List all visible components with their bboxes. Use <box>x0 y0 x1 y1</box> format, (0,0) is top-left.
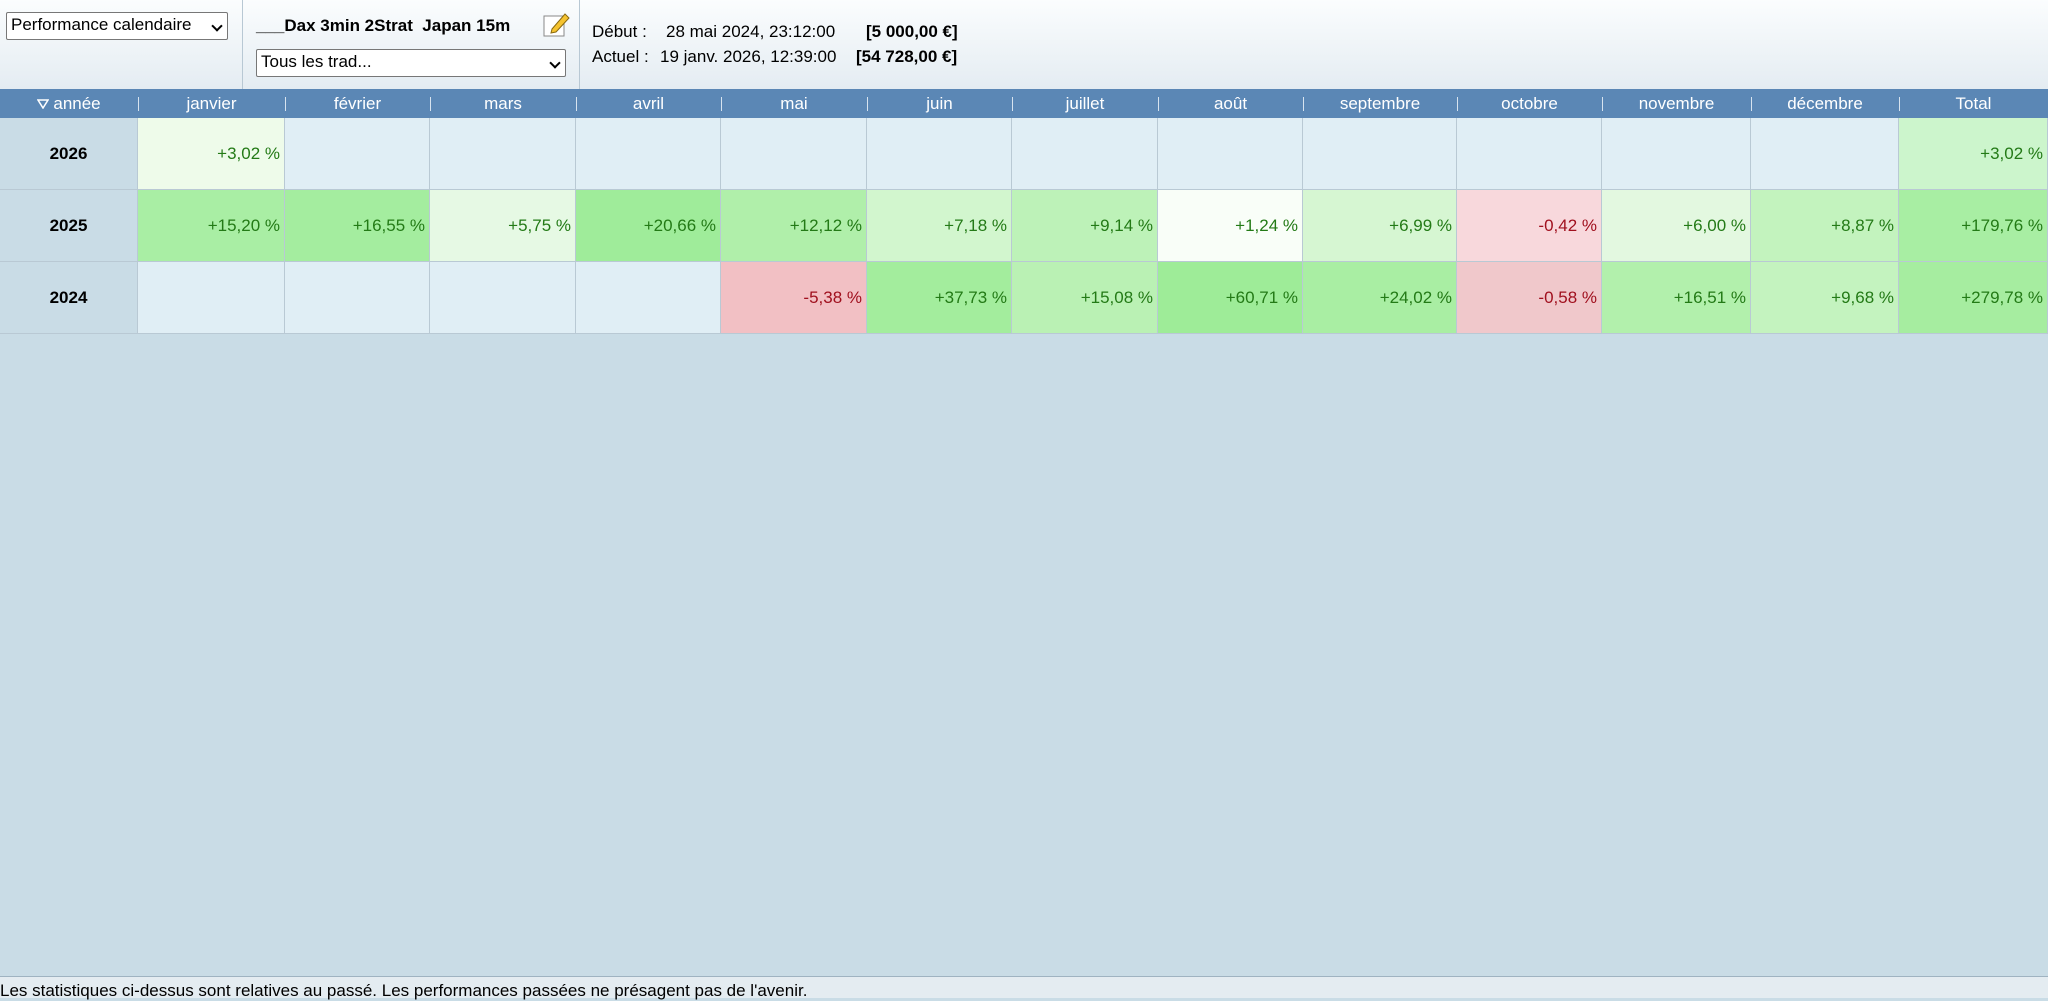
performance-cell <box>1457 118 1602 190</box>
performance-cell: +7,18 % <box>867 190 1012 262</box>
column-separator <box>576 97 577 111</box>
trade-filter[interactable]: Tous les trad... <box>256 49 566 77</box>
performance-cell: +15,08 % <box>1012 262 1158 334</box>
performance-cell: -0,42 % <box>1457 190 1602 262</box>
footer: Les statistiques ci-dessus sont relative… <box>0 976 2048 1000</box>
performance-cell <box>1303 118 1457 190</box>
column-separator <box>867 97 868 111</box>
performance-cell <box>576 118 721 190</box>
view-select[interactable]: Performance calendaire <box>6 12 228 40</box>
column-header[interactable]: avril <box>632 94 665 113</box>
performance-cell <box>1158 118 1303 190</box>
disclaimer: Les statistiques ci-dessus sont relative… <box>0 981 808 1000</box>
performance-cell: +6,00 % <box>1602 190 1751 262</box>
performance-cell: +16,55 % <box>285 190 430 262</box>
performance-cell <box>285 262 430 334</box>
performance-cell <box>138 262 285 334</box>
performance-cell: +9,68 % <box>1751 262 1899 334</box>
current-value: [54 728,00 €] <box>856 47 958 66</box>
toolbar: Performance calendaire ___Dax 3min 2Stra… <box>0 0 2048 90</box>
performance-cell <box>1602 118 1751 190</box>
column-header[interactable]: août <box>1213 94 1248 113</box>
performance-cell <box>576 262 721 334</box>
start-value: [5 000,00 €] <box>866 22 958 41</box>
column-separator <box>285 97 286 111</box>
column-header[interactable]: juillet <box>1065 94 1105 113</box>
column-separator <box>1751 97 1752 111</box>
sort-icon <box>37 99 50 110</box>
performance-cell: +24,02 % <box>1303 262 1457 334</box>
column-header[interactable]: décembre <box>1787 94 1863 113</box>
column-header[interactable]: février <box>333 94 382 113</box>
performance-cell <box>285 118 430 190</box>
start-date: 28 mai 2024, 23:12:00 <box>666 22 836 41</box>
column-header[interactable]: mai <box>780 94 808 113</box>
column-header[interactable]: juin <box>926 94 953 113</box>
column-separator <box>430 97 431 111</box>
year-cell: 2026 <box>0 118 138 190</box>
column-separator <box>1457 97 1458 111</box>
column-header[interactable]: mars <box>484 94 522 113</box>
column-header[interactable]: octobre <box>1501 94 1558 113</box>
performance-cell: +3,02 % <box>138 118 285 190</box>
performance-cell: +3,02 % <box>1899 118 2048 190</box>
performance-cell: +60,71 % <box>1158 262 1303 334</box>
performance-cell <box>1012 118 1158 190</box>
performance-cell: +1,24 % <box>1158 190 1303 262</box>
performance-cell <box>430 262 576 334</box>
performance-cell: +279,78 % <box>1899 262 2048 334</box>
year-cell: 2024 <box>0 262 138 334</box>
performance-cell <box>721 118 867 190</box>
performance-cell: +20,66 % <box>576 190 721 262</box>
performance-cell <box>430 118 576 190</box>
column-separator <box>1158 97 1159 111</box>
separator <box>579 0 580 89</box>
performance-cell: +15,20 % <box>138 190 285 262</box>
column-separator <box>721 97 722 111</box>
column-separator <box>1012 97 1013 111</box>
performance-cell <box>1751 118 1899 190</box>
column-header[interactable]: année <box>0 89 138 118</box>
performance-cell: +8,87 % <box>1751 190 1899 262</box>
column-header[interactable]: janvier <box>186 94 237 113</box>
column-separator <box>1303 97 1304 111</box>
performance-cell: +5,75 % <box>430 190 576 262</box>
table-body: 2026 +3,02 % +3,02 % 2025 +15,20 % +16,55 % +5… <box>0 118 2048 334</box>
current-label: Actuel : <box>592 47 649 66</box>
performance-cell: +179,76 % <box>1899 190 2048 262</box>
performance-cell: +16,51 % <box>1602 262 1751 334</box>
column-separator <box>1899 97 1900 111</box>
column-header[interactable]: septembre <box>1339 94 1421 113</box>
column-separator <box>138 97 139 111</box>
performance-cell <box>867 118 1012 190</box>
edit-icon[interactable] <box>543 10 571 38</box>
column-header[interactable]: Total <box>1955 94 1992 113</box>
performance-cell: +12,12 % <box>721 190 867 262</box>
performance-cell: +9,14 % <box>1012 190 1158 262</box>
performance-cell: +6,99 % <box>1303 190 1457 262</box>
performance-cell: -5,38 % <box>721 262 867 334</box>
performance-cell: -0,58 % <box>1457 262 1602 334</box>
performance-cell: +37,73 % <box>867 262 1012 334</box>
column-header[interactable]: novembre <box>1638 94 1715 113</box>
table-header: année janvier février mars avril mai juin juill… <box>0 89 2048 118</box>
start-label: Début : <box>592 22 647 41</box>
current-date: 19 janv. 2026, 12:39:00 <box>660 47 837 66</box>
strategy-name: ___Dax 3min 2Strat Japan 15m <box>256 16 511 35</box>
year-cell: 2025 <box>0 190 138 262</box>
separator <box>242 0 243 89</box>
column-separator <box>1602 97 1603 111</box>
